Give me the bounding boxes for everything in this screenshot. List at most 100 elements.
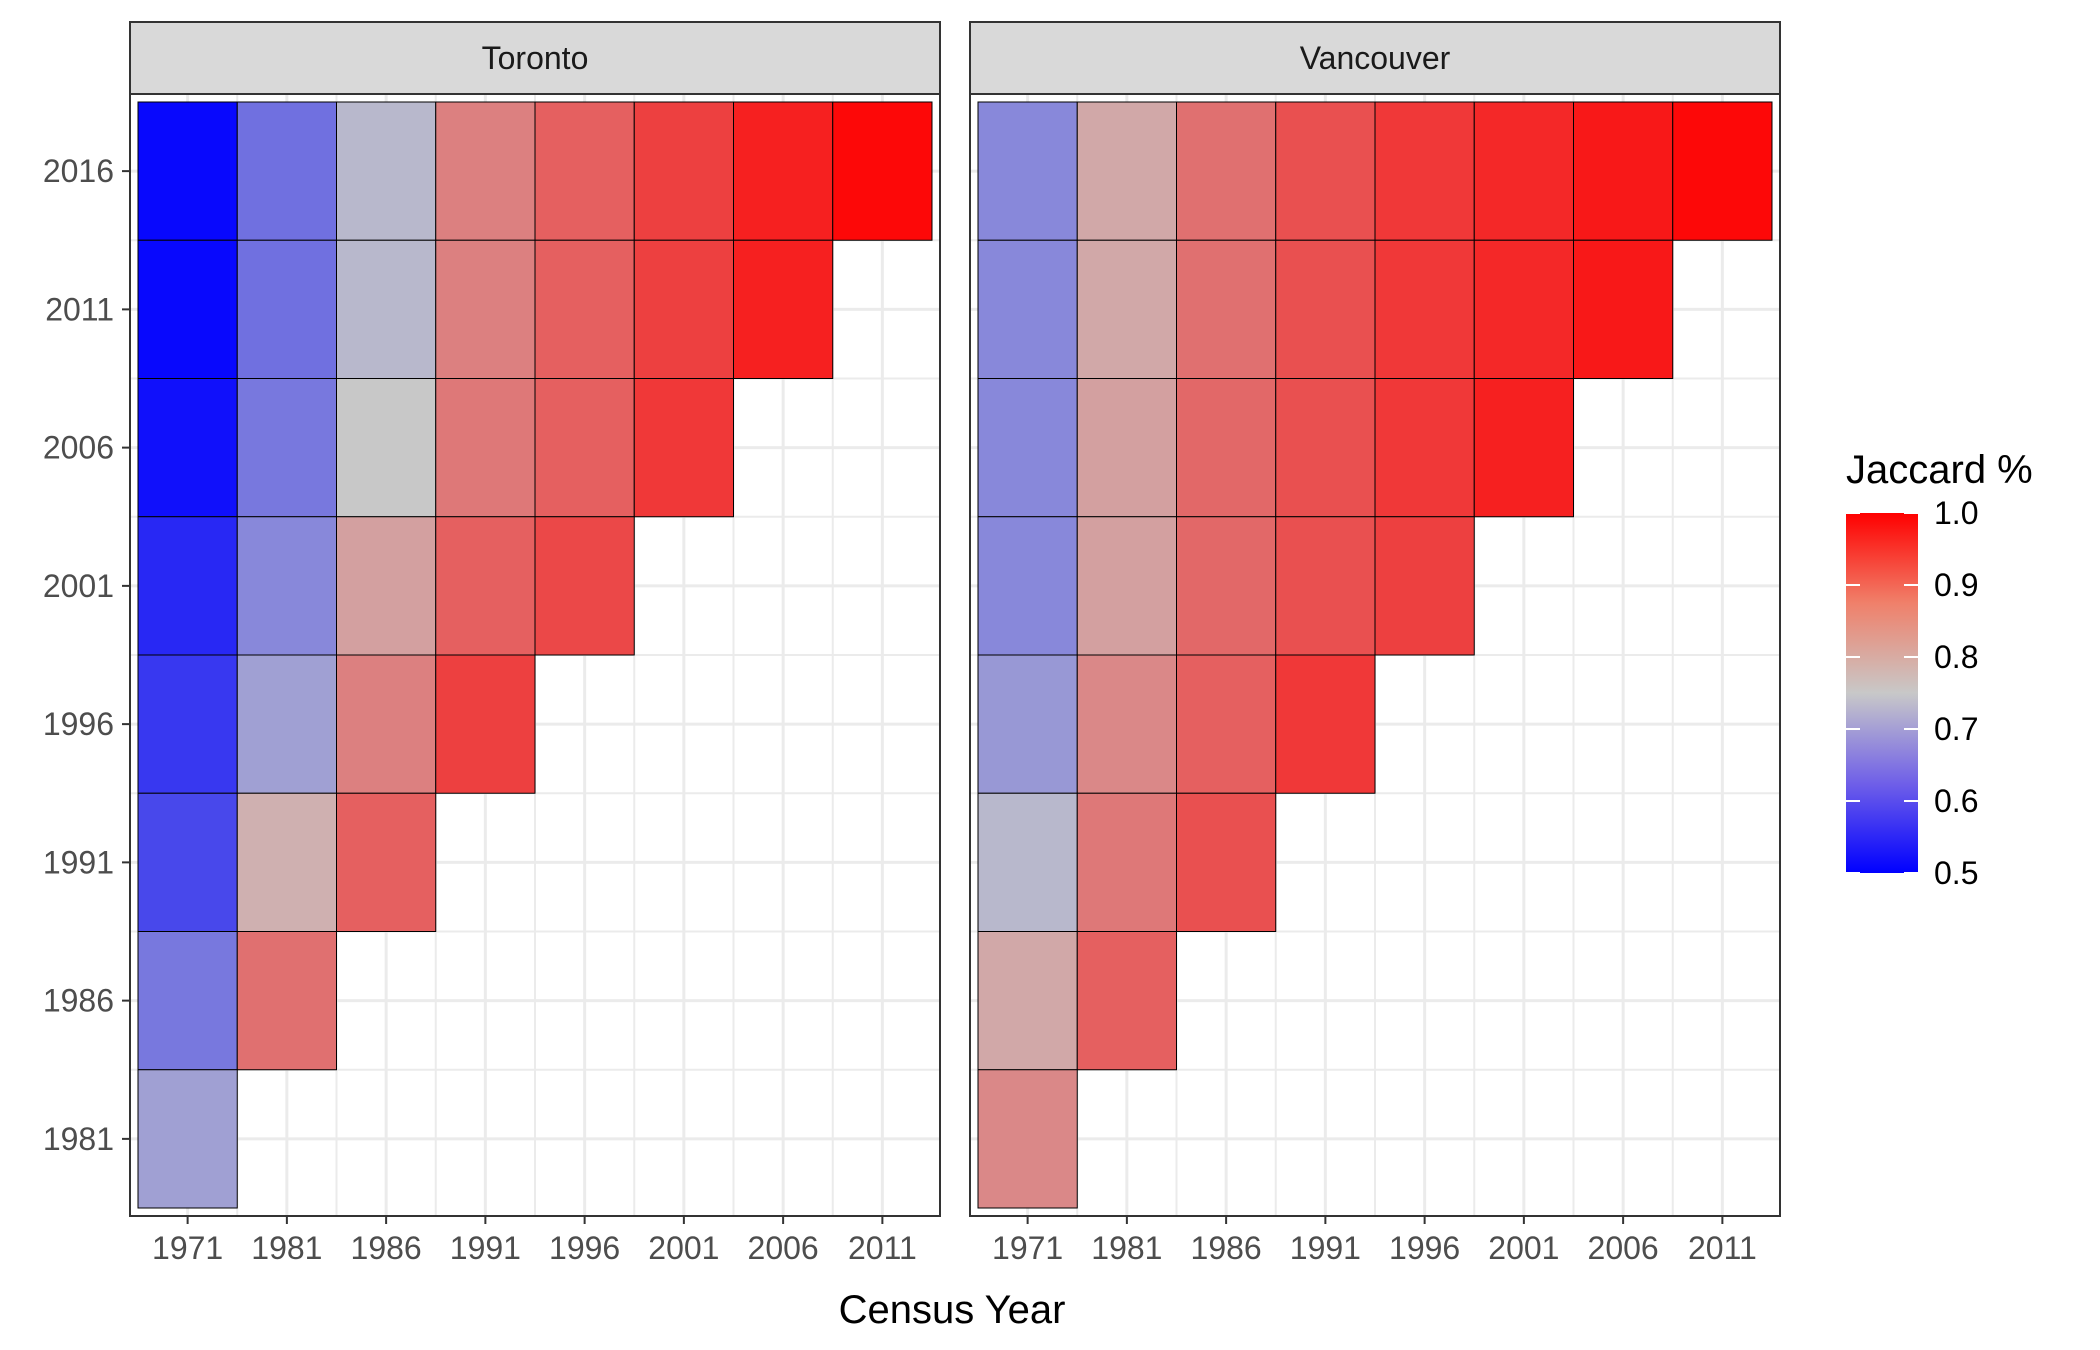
heatmap-tile: Vancouver 1986 / 1991: 0.9 [1176,792,1277,932]
heatmap-tile: Toronto 1981 / 1986: 0.86 [236,931,337,1071]
heatmap-tile: Toronto 1991 / 1996: 0.92 [435,654,536,794]
x-tick-label: 1996 [549,1230,620,1266]
heatmap-tile: Vancouver 2001 / 2011: 0.95 [1473,239,1574,379]
heatmap-tile: Vancouver 1971 / 2011: 0.67 [977,239,1078,379]
y-tick-label: 2001 [43,568,114,604]
x-tick-label: 1991 [1290,1230,1361,1266]
heatmap-tile: Vancouver 1986 / 2016: 0.86 [1176,101,1277,241]
heatmap-tile: Toronto 1981 / 2006: 0.65 [236,378,337,518]
heatmap-tile: Toronto 1971 / 2016: 0.51 [137,101,238,241]
heatmap-tile: Toronto 1981 / 1991: 0.78 [236,792,337,932]
heatmap-tile: Vancouver 1991 / 2001: 0.9 [1275,516,1376,656]
heatmap-tile: Toronto 1986 / 1996: 0.84 [336,654,437,794]
heatmap-tile: Vancouver 1996 / 2016: 0.93 [1374,101,1475,241]
facet-strip-label: Vancouver [1300,40,1451,76]
panel-toronto: TorontoToronto 1971 / 2016: 0.51Toronto … [129,21,941,1266]
x-tick-label: 1996 [1389,1230,1460,1266]
heatmap-tile: Vancouver 2006 / 2016: 0.97 [1573,101,1674,241]
heatmap-tile: Vancouver 1996 / 2011: 0.93 [1374,239,1475,379]
heatmap-tile: Toronto 1971 / 1986: 0.65 [137,931,238,1071]
heatmap-tile: Vancouver 1971 / 1981: 0.83 [977,1069,1078,1209]
x-tick-label: 1971 [152,1230,223,1266]
panel-border [969,93,1781,1217]
heatmap-tile: Toronto 1986 / 2001: 0.8 [336,516,437,656]
heatmap-tile: Toronto 1971 / 2001: 0.55 [137,516,238,656]
heatmap-tile: Toronto 1991 / 2011: 0.84 [435,239,536,379]
heatmap-tile: Toronto 1986 / 2016: 0.73 [336,101,437,241]
legend-tick-label: 1.0 [1934,495,1978,531]
facet-strip [129,21,941,95]
heatmap-tile: Toronto 1986 / 1991: 0.88 [336,792,437,932]
heatmap-tile: Vancouver 1971 / 2016: 0.67 [977,101,1078,241]
x-tick-label: 1991 [450,1230,521,1266]
facet-strip [969,21,1781,95]
x-axis-title: Census Year [839,1288,1066,1332]
heatmap-tile: Vancouver 1971 / 2006: 0.67 [977,378,1078,518]
heatmap-tile: Toronto 2011 / 2016: 0.99 [832,101,933,241]
heatmap-tile: Vancouver 2006 / 2011: 0.97 [1573,239,1674,379]
x-tick-label: 1981 [1091,1230,1162,1266]
legend-tick-label: 0.5 [1934,855,1978,891]
y-tick-label: 1986 [43,983,114,1019]
heatmap-tile: Toronto 1971 / 1981: 0.7 [137,1069,238,1209]
heatmap-tile: Vancouver 1981 / 1996: 0.83 [1076,654,1177,794]
heatmap-tile: Vancouver 1981 / 1991: 0.85 [1076,792,1177,932]
heatmap-tile: Vancouver 1991 / 1996: 0.93 [1275,654,1376,794]
heatmap-tile: Toronto 1971 / 1996: 0.57 [137,654,238,794]
heatmap-tile: Vancouver 1971 / 1996: 0.69 [977,654,1078,794]
heatmap-tile: Vancouver 1981 / 2001: 0.8 [1076,516,1177,656]
heatmap-tile: Toronto 2006 / 2011: 0.96 [733,239,834,379]
heatmap-tile: Vancouver 1991 / 2006: 0.9 [1275,378,1376,518]
legend-tick-label: 0.9 [1934,567,1978,603]
y-axis: 1981 1986 1991 1996 2001 2006 2011 2016 [43,153,130,1157]
heatmap-tile: Toronto 1971 / 2011: 0.51 [137,239,238,379]
x-tick-label: 2011 [1688,1230,1757,1266]
y-tick-label: 1981 [43,1121,114,1157]
heatmap-tile: Toronto 1996 / 2006: 0.88 [534,378,635,518]
heatmap-tile: Toronto 1991 / 2001: 0.88 [435,516,536,656]
panel-border [129,93,941,1217]
heatmap-tile: Toronto 1981 / 1996: 0.7 [236,654,337,794]
legend-tick-label: 0.7 [1934,711,1978,747]
y-tick-label: 2011 [45,291,114,327]
heatmap-tile: Vancouver 2001 / 2006: 0.96 [1473,378,1574,518]
heatmap-tile: Vancouver 1991 / 2011: 0.9 [1275,239,1376,379]
heatmap-tile: Vancouver 1981 / 1986: 0.88 [1076,931,1177,1071]
legend-tick-label: 0.6 [1934,783,1978,819]
heatmap-tile: Toronto 1996 / 2001: 0.91 [534,516,635,656]
x-tick-label: 2006 [1588,1230,1659,1266]
x-tick-label: 2001 [648,1230,719,1266]
facet-panels: TorontoToronto 1971 / 2016: 0.51Toronto … [129,21,1781,1266]
heatmap-tile: Vancouver 1996 / 2006: 0.93 [1374,378,1475,518]
heatmap-tile: Toronto 2001 / 2011: 0.92 [633,239,734,379]
x-tick-label: 2011 [848,1230,917,1266]
color-legend: Jaccard % 1.0 0.9 0.8 0.7 0.6 0.5 [1846,448,2033,891]
x-tick-label: 2006 [748,1230,819,1266]
x-tick-label: 1986 [351,1230,422,1266]
heatmap-tile: Toronto 1981 / 2001: 0.67 [236,516,337,656]
heatmap-tile: Vancouver 1986 / 2001: 0.87 [1176,516,1277,656]
heatmap-tile: Toronto 1981 / 2011: 0.64 [236,239,337,379]
heatmap-tile: Vancouver 1986 / 2011: 0.86 [1176,239,1277,379]
heatmap-tile: Toronto 2001 / 2016: 0.92 [633,101,734,241]
y-tick-label: 2016 [43,153,114,189]
heatmap-tile: Vancouver 1971 / 2001: 0.67 [977,516,1078,656]
legend-tick-label: 0.8 [1934,639,1978,675]
heatmap-tile: Toronto 1971 / 1991: 0.59 [137,792,238,932]
heatmap-tile: Toronto 1986 / 2011: 0.73 [336,239,437,379]
heatmap-tile: Vancouver 1981 / 2006: 0.8 [1076,378,1177,518]
heatmap-tile: Toronto 1996 / 2016: 0.88 [534,101,635,241]
heatmap-tile: Toronto 2006 / 2016: 0.96 [733,101,834,241]
x-tick-label: 1981 [251,1230,322,1266]
heatmap-tile: Toronto 1991 / 2006: 0.85 [435,378,536,518]
heatmap-tile: Toronto 1991 / 2016: 0.84 [435,101,536,241]
panel-vancouver: VancouverVancouver 1971 / 2016: 0.67Vanc… [969,21,1781,1266]
y-tick-label: 1996 [43,706,114,742]
heatmap-tile: Vancouver 1971 / 1986: 0.79 [977,931,1078,1071]
heatmap-tile: Vancouver 1996 / 2001: 0.92 [1374,516,1475,656]
x-tick-label: 1971 [992,1230,1063,1266]
heatmap-tile: Toronto 1971 / 2006: 0.52 [137,378,238,518]
heatmap-tile: Vancouver 1986 / 1996: 0.88 [1176,654,1277,794]
heatmap-tile: Vancouver 2001 / 2016: 0.95 [1473,101,1574,241]
